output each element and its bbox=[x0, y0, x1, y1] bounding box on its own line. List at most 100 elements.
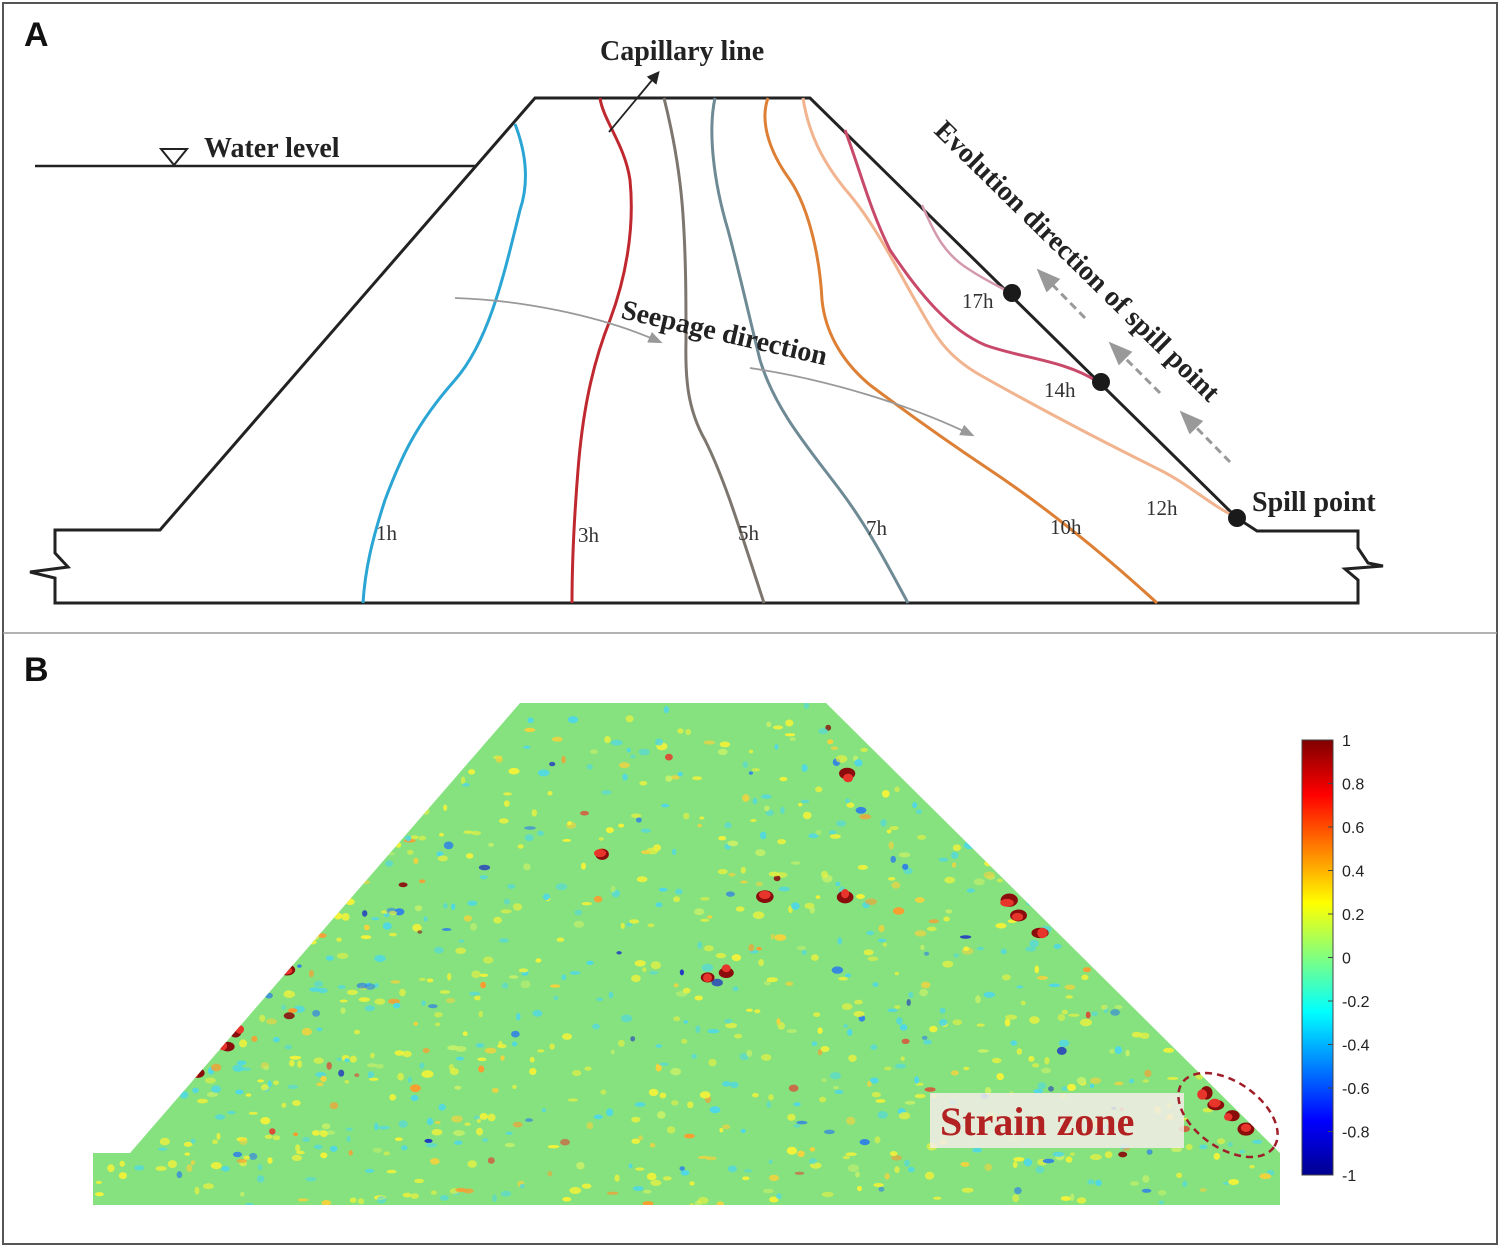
strain-speckle bbox=[210, 1162, 222, 1170]
seepage-label-3h: 3h bbox=[578, 523, 600, 547]
strain-speckle bbox=[681, 1038, 688, 1044]
strain-speckle bbox=[339, 999, 348, 1003]
strain-speckle bbox=[253, 930, 260, 937]
strain-speckle bbox=[220, 782, 226, 786]
strain-speckle bbox=[115, 872, 121, 878]
strain-speckle bbox=[128, 818, 139, 826]
strain-speckle bbox=[389, 932, 397, 937]
strain-speckle bbox=[405, 715, 412, 723]
strain-zone-label-background bbox=[930, 1093, 1184, 1148]
strain-speckle bbox=[883, 739, 893, 748]
strain-speckle bbox=[467, 900, 478, 906]
strain-speckle bbox=[760, 831, 767, 840]
strain-speckle bbox=[817, 1049, 823, 1056]
strain-speckle bbox=[1239, 748, 1246, 752]
strain-speckle bbox=[378, 765, 390, 773]
strain-speckle bbox=[1242, 709, 1252, 717]
strain-speckle bbox=[1016, 985, 1024, 989]
strain-speckle bbox=[569, 1187, 582, 1194]
strain-speckle bbox=[183, 1141, 193, 1147]
strain-speckle bbox=[152, 746, 161, 751]
strain-speckle bbox=[928, 919, 940, 924]
strain-speckle bbox=[888, 877, 896, 881]
strain-speckle bbox=[1033, 1088, 1044, 1094]
strain-speckle bbox=[600, 1089, 607, 1095]
strain-speckle bbox=[984, 860, 993, 867]
strain-speckle bbox=[321, 1200, 332, 1205]
strain-speckle bbox=[1089, 920, 1095, 927]
strain-speckle bbox=[411, 703, 417, 708]
strain-speckle bbox=[291, 1154, 302, 1161]
strain-speckle bbox=[105, 1097, 112, 1102]
strain-speckle bbox=[418, 977, 426, 982]
strain-speckle bbox=[312, 933, 320, 941]
strain-speckle bbox=[699, 816, 705, 820]
strain-speckle bbox=[1065, 1156, 1073, 1163]
strain-speckle bbox=[98, 1002, 108, 1007]
strain-speckle bbox=[354, 1073, 360, 1078]
strain-speckle bbox=[498, 1040, 503, 1048]
strain-speckle bbox=[243, 1155, 250, 1160]
strain-speckle bbox=[598, 837, 604, 841]
strain-speckle bbox=[275, 869, 288, 878]
strain-speckle bbox=[235, 1013, 243, 1018]
strain-speckle bbox=[762, 1188, 774, 1194]
strain-speckle bbox=[1259, 819, 1265, 827]
strain-speckle bbox=[682, 987, 691, 994]
strain-speckle bbox=[326, 857, 334, 863]
strain-speckle bbox=[650, 1179, 662, 1186]
strain-speckle bbox=[395, 842, 402, 848]
strain-speckle bbox=[774, 744, 779, 750]
strain-speckle bbox=[134, 1165, 145, 1171]
strain-speckle bbox=[919, 988, 928, 997]
strain-speckle bbox=[1129, 973, 1141, 982]
strain-speckle bbox=[754, 1009, 761, 1014]
strain-speckle bbox=[924, 1171, 935, 1180]
strain-speckle bbox=[267, 1157, 273, 1164]
strain-speckle bbox=[835, 881, 841, 887]
strain-speckle bbox=[487, 1157, 495, 1164]
strain-speckle bbox=[413, 857, 419, 865]
strain-speckle bbox=[642, 1201, 654, 1205]
strain-speckle bbox=[1231, 712, 1237, 719]
strain-speckle bbox=[846, 1116, 856, 1125]
strain-speckle bbox=[963, 841, 976, 850]
strain-speckle bbox=[235, 1089, 244, 1095]
strain-speckle bbox=[648, 1088, 659, 1097]
strain-speckle bbox=[1145, 977, 1156, 982]
strain-speckle bbox=[683, 1020, 688, 1024]
strain-speckle bbox=[892, 907, 905, 915]
strain-speckle bbox=[141, 982, 153, 987]
strain-speckle bbox=[345, 1127, 353, 1131]
strain-speckle bbox=[414, 905, 423, 912]
strain-speckle bbox=[1255, 932, 1260, 940]
strain-speckle bbox=[1192, 713, 1204, 717]
strain-speckle bbox=[301, 1027, 312, 1036]
strain-speckle bbox=[1157, 1190, 1167, 1196]
strain-speckle bbox=[887, 1008, 898, 1013]
strain-speckle bbox=[1252, 1139, 1263, 1144]
strain-speckle bbox=[1199, 1188, 1207, 1192]
strain-speckle bbox=[786, 1029, 797, 1034]
strain-speckle bbox=[182, 1017, 188, 1024]
strain-speckle bbox=[960, 1161, 970, 1167]
strain-speckle bbox=[429, 712, 441, 720]
strain-speckle bbox=[1235, 854, 1248, 861]
strain-speckle bbox=[1175, 760, 1185, 767]
strain-speckle bbox=[1001, 872, 1006, 878]
strain-speckle bbox=[628, 1163, 633, 1169]
strain-speckle bbox=[1247, 1067, 1259, 1075]
strain-speckle bbox=[108, 1017, 118, 1022]
strain-speckle bbox=[344, 1058, 350, 1063]
strain-speckle bbox=[287, 1084, 299, 1089]
strain-speckle bbox=[418, 835, 427, 841]
seepage-line-3h bbox=[570, 97, 633, 604]
strain-speckle bbox=[524, 826, 536, 830]
strain-speckle bbox=[630, 1036, 636, 1042]
seepage-label-12h: 12h bbox=[1146, 496, 1178, 520]
strain-speckle bbox=[135, 738, 141, 746]
strain-speckle bbox=[808, 1158, 818, 1165]
strain-speckle bbox=[508, 975, 519, 979]
strain-speckle bbox=[107, 1164, 115, 1173]
strain-speckle bbox=[699, 1091, 711, 1099]
